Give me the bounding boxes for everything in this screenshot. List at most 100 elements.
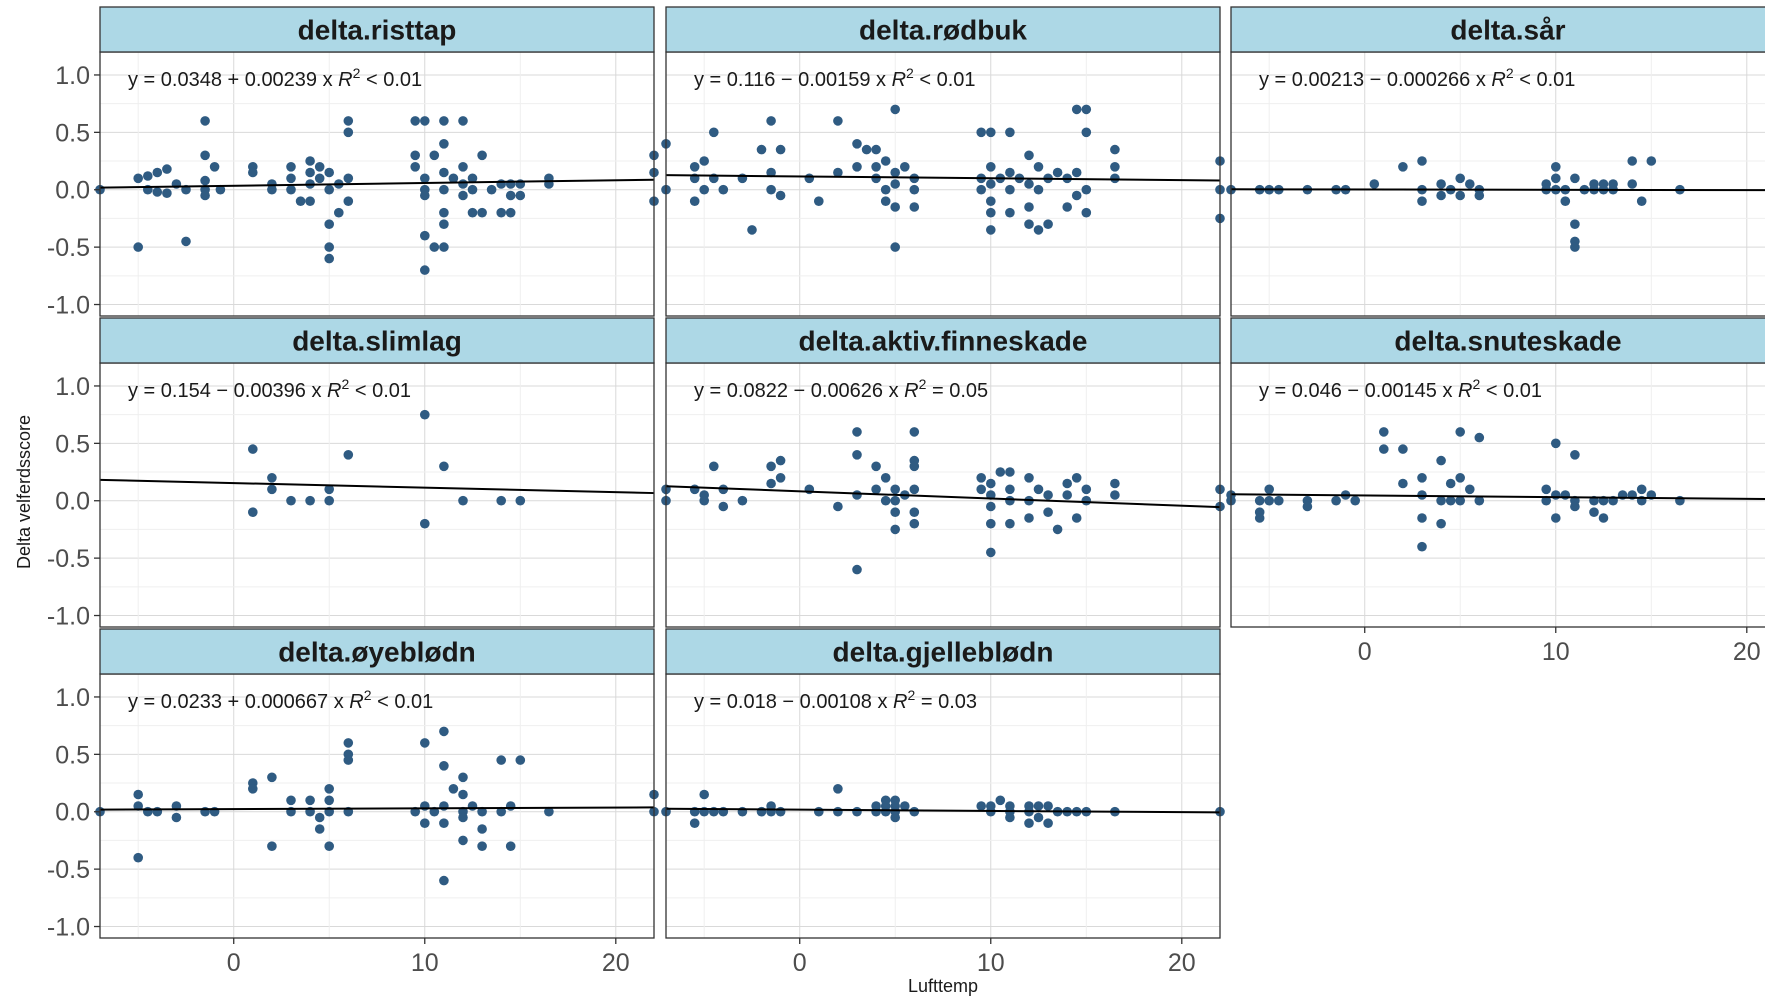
data-point	[699, 789, 709, 800]
regression-line	[1230, 493, 1765, 500]
data-point	[1005, 467, 1015, 477]
data-point	[314, 812, 325, 823]
regression-line	[1230, 188, 1765, 192]
data-point	[976, 801, 986, 811]
data-point	[1110, 478, 1120, 489]
y-tick-label: 1.0	[55, 62, 90, 90]
data-point	[439, 184, 449, 195]
data-point	[133, 173, 143, 184]
data-point	[1369, 179, 1380, 189]
data-point	[756, 144, 767, 155]
data-point	[747, 225, 757, 235]
x-tick-label: 0	[1358, 638, 1372, 666]
y-tick-label: 0.0	[55, 799, 90, 827]
data-point	[1254, 495, 1265, 506]
y-tick-label: 1.0	[55, 373, 90, 401]
data-point	[1436, 190, 1446, 201]
data-point	[420, 409, 430, 420]
data-point	[1081, 127, 1092, 138]
data-point	[880, 156, 891, 166]
data-point	[1033, 801, 1044, 811]
data-point	[852, 139, 862, 149]
regression-equation: y = 0.0348 + 0.00239 x R2 < 0.01	[128, 65, 422, 91]
data-point	[314, 824, 325, 834]
data-point	[871, 484, 881, 495]
data-point	[505, 841, 516, 851]
regression-line	[99, 178, 655, 189]
data-point	[890, 167, 900, 178]
data-point	[1052, 524, 1063, 535]
facet-label: delta.gjelleblødn	[833, 637, 1054, 668]
data-point	[324, 795, 335, 806]
data-point	[766, 116, 776, 126]
data-point	[143, 171, 153, 181]
facet-panel: delta.slimlag y = 0.154 − 0.00396 x R2 < …	[47, 317, 655, 631]
data-point	[439, 461, 449, 472]
data-point	[286, 184, 296, 195]
data-point	[267, 179, 277, 189]
data-point	[439, 875, 449, 886]
data-point	[861, 144, 872, 155]
data-point	[314, 162, 325, 172]
data-point	[477, 806, 487, 817]
facet-strip	[99, 317, 655, 364]
y-tick-label: -1.0	[47, 603, 90, 631]
data-point	[1071, 513, 1082, 523]
facet-panel: delta.sår y = 0.00213 − 0.000266 x R2 < 0…	[1226, 6, 1765, 317]
data-point	[477, 207, 487, 218]
data-point	[1043, 818, 1053, 828]
facet-strip	[665, 317, 1221, 364]
data-point	[1570, 450, 1580, 460]
facet-strip	[1230, 317, 1765, 364]
data-point	[880, 184, 891, 195]
data-point	[986, 801, 996, 811]
data-point	[1598, 513, 1609, 523]
y-tick-label: 0.5	[55, 741, 90, 769]
data-point	[458, 835, 468, 846]
x-tick-label: 10	[977, 949, 1005, 977]
data-point	[1474, 495, 1485, 506]
data-point	[1043, 507, 1053, 517]
x-tick-label: 10	[411, 949, 439, 977]
data-point	[439, 219, 449, 229]
y-tick-label: -0.5	[47, 545, 90, 573]
data-point	[1350, 495, 1360, 506]
data-point	[324, 253, 335, 264]
data-point	[429, 242, 440, 252]
x-axis-title: Lufttemp	[908, 976, 978, 996]
data-point	[775, 806, 786, 817]
y-tick-label: 0.0	[55, 177, 90, 205]
y-tick-label: 1.0	[55, 684, 90, 712]
data-point	[324, 484, 335, 495]
data-point	[689, 484, 700, 495]
data-point	[267, 484, 277, 495]
data-point	[699, 184, 709, 195]
regression-equation: y = 0.154 − 0.00396 x R2 < 0.01	[128, 376, 411, 402]
data-point	[890, 495, 900, 506]
data-point	[995, 467, 1006, 477]
panel-background	[100, 363, 654, 627]
data-point	[1455, 173, 1465, 184]
data-point	[1033, 484, 1044, 495]
facet-label: delta.slimlag	[292, 326, 462, 357]
data-point	[1024, 473, 1034, 483]
panel-background	[100, 674, 654, 938]
data-point	[1033, 225, 1044, 235]
facet-label: delta.øyeblødn	[278, 637, 476, 668]
data-point	[305, 196, 315, 206]
data-point	[410, 150, 421, 161]
data-point	[477, 841, 487, 851]
data-point	[477, 150, 487, 161]
data-point	[1110, 162, 1120, 172]
data-point	[496, 179, 507, 189]
data-point	[1398, 162, 1408, 172]
data-point	[1052, 167, 1063, 178]
facet-panel: delta.aktiv.finneskade y = 0.0822 − 0.006…	[661, 317, 1225, 628]
data-point	[162, 164, 172, 174]
facet-panel: delta.snuteskade y = 0.046 − 0.00145 x R2…	[1226, 317, 1765, 628]
facet-panel: delta.risttap y = 0.0348 + 0.00239 x R2 <…	[47, 6, 659, 320]
data-point	[458, 789, 468, 800]
data-point	[410, 162, 421, 172]
data-point	[1455, 427, 1465, 437]
data-point	[814, 806, 824, 817]
